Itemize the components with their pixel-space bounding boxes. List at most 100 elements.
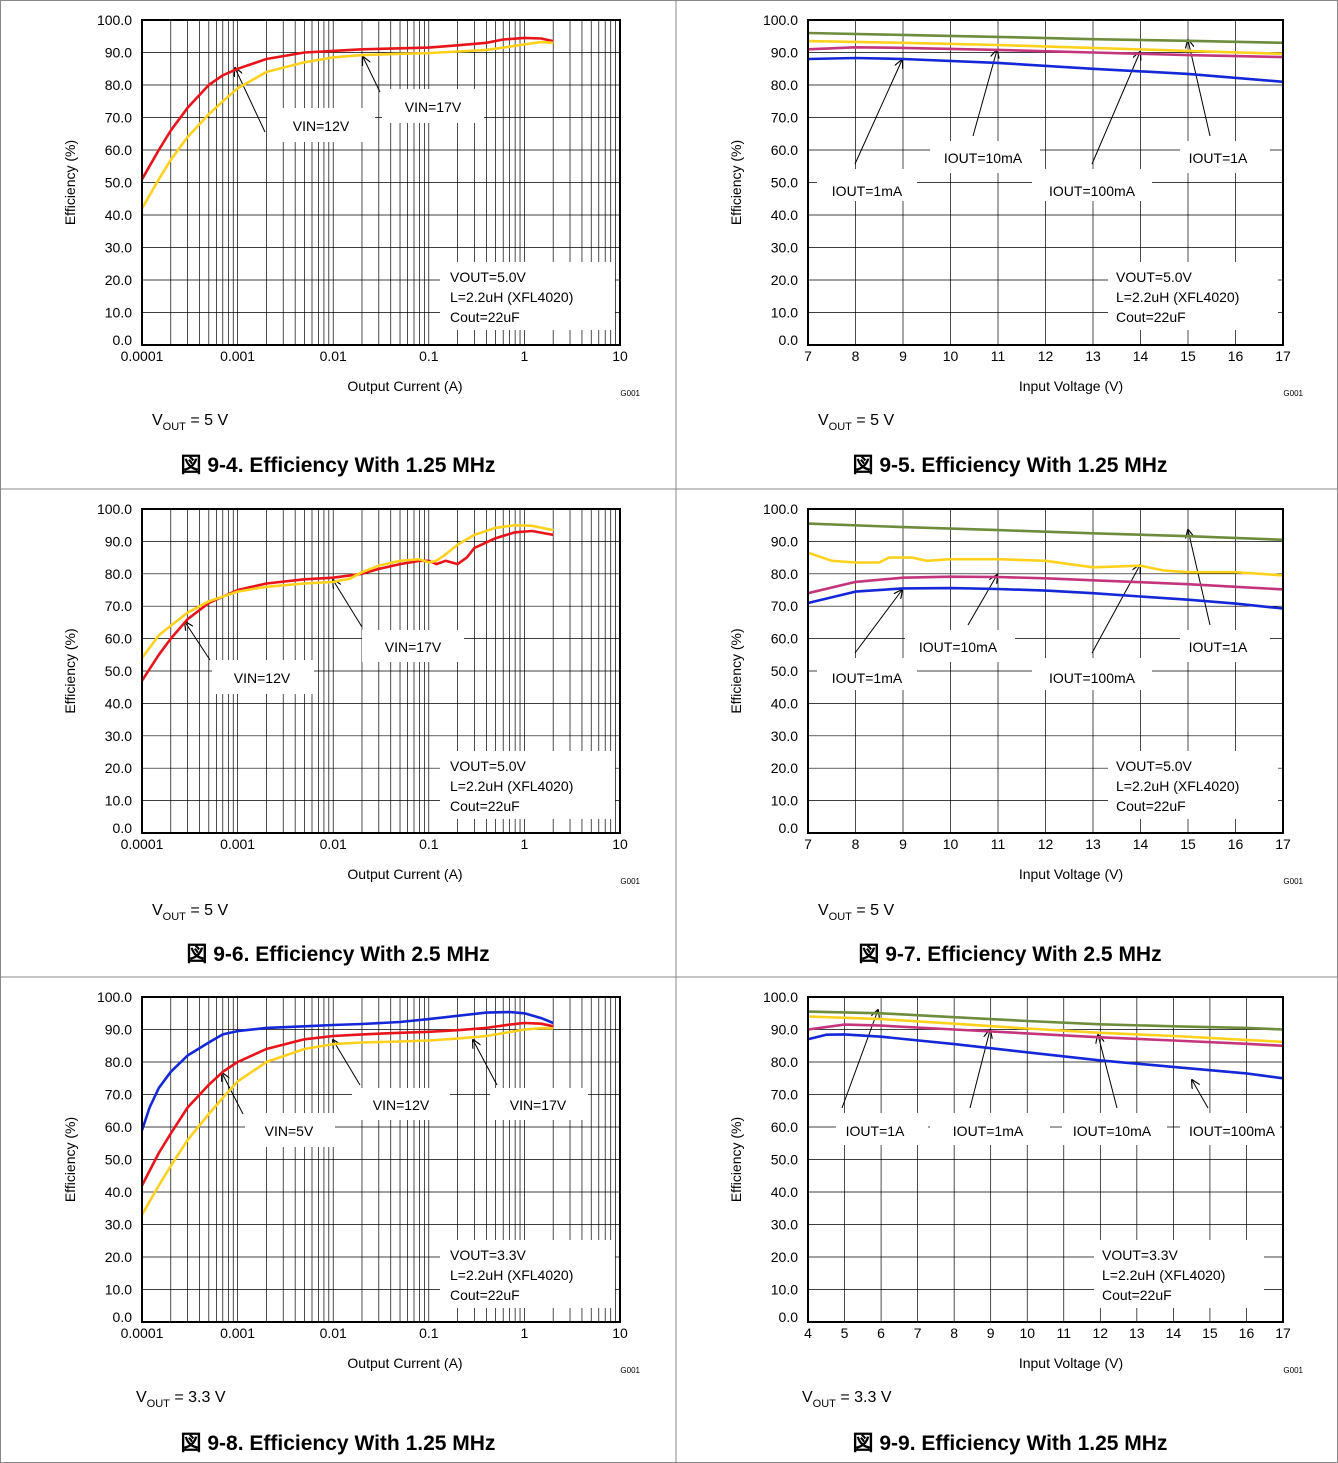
series-label: IOUT=1A: [1189, 150, 1248, 166]
condition-text: L=2.2uH (XFL4020): [450, 1267, 573, 1283]
annotation-box: [1180, 1113, 1280, 1145]
series-label: IOUT=1mA: [953, 1123, 1024, 1139]
y-tick-label: 90.0: [105, 1022, 132, 1038]
x-tick-label: 1: [521, 836, 529, 852]
caption-value: = 3.3 V: [170, 1389, 226, 1406]
annotation-box: [382, 89, 484, 123]
x-tick-label: 10: [943, 836, 959, 852]
y-axis-label: Efficiency (%): [728, 140, 744, 225]
y-tick-label: 80.0: [105, 566, 132, 582]
y-tick-label: 60.0: [771, 1119, 798, 1135]
figure-code: G001: [620, 1366, 640, 1375]
series-line-iout-10ma: [807, 1023, 1284, 1048]
series-label: VIN=12V: [234, 670, 291, 686]
y-tick-label: 40.0: [105, 1184, 132, 1200]
condition-text: VOUT=5.0V: [1116, 269, 1193, 285]
annotation-arrow: [1192, 1080, 1209, 1109]
caption-value: = 5 V: [186, 412, 229, 429]
annotation-arrow: [333, 580, 363, 628]
x-tick-label: 11: [991, 348, 1006, 364]
x-tick-label: 0.01: [320, 836, 347, 852]
condition-text: L=2.2uH (XFL4020): [450, 289, 573, 305]
condition-text: VOUT=5.0V: [1116, 758, 1193, 774]
y-tick-label: 30.0: [771, 240, 798, 256]
condition-text: VOUT=5.0V: [450, 758, 527, 774]
annotation-box: [817, 169, 917, 201]
y-tick-label: 10.0: [771, 793, 798, 809]
conditions-box: [440, 1240, 615, 1308]
x-tick-label: 0.1: [419, 836, 439, 852]
conditions-box: [1108, 751, 1278, 819]
chart-5: 0.010.020.030.040.050.060.070.080.090.01…: [62, 989, 641, 1455]
x-tick-label: 11: [991, 836, 1006, 852]
x-tick-label: 1: [521, 1325, 529, 1341]
chart-1: 0.010.020.030.040.050.060.070.080.090.01…: [62, 12, 641, 477]
annotation-box: [1180, 630, 1270, 662]
x-tick-label: 10: [612, 836, 628, 852]
x-tick-label: 9: [987, 1325, 995, 1341]
plot-frame: [141, 996, 621, 1323]
x-tick-label: 0.1: [419, 348, 439, 364]
caption-v: V: [136, 1389, 147, 1406]
annotation-arrow: [969, 1030, 990, 1109]
chart-4: 0.0 10.0 20.0 30.0 40.0 50.0 60.0 70.0 80.0 90.0 1…: [728, 501, 1304, 966]
condition-text: L=2.2uH (XFL4020): [1116, 778, 1239, 794]
condition-text: VOUT=5.0V: [450, 269, 527, 285]
y-tick-label: 60.0: [105, 631, 132, 647]
figure-code: G001: [620, 389, 640, 398]
series-line-iout-10ma: [807, 575, 1284, 595]
annotation-arrow: [333, 1040, 361, 1086]
series-line-iout-1ma: [807, 1033, 1284, 1080]
conditions-box: [440, 751, 615, 819]
y-tick-label: 40.0: [105, 695, 132, 711]
annotation-arrow: [363, 57, 381, 93]
plot-frame: [807, 996, 1284, 1323]
plot-frame: [807, 19, 1284, 346]
x-tick-label: 12: [1093, 1325, 1109, 1341]
y-tick-label: 80.0: [105, 77, 132, 93]
caption-subscript: OUT: [829, 911, 853, 923]
y-tick-label: 0.0: [779, 1309, 799, 1325]
annotation-box: [490, 1088, 588, 1120]
y-tick-label: 10.0: [105, 305, 132, 321]
series-line-vin-12v: [140, 1021, 554, 1187]
y-tick-label: 0.0: [779, 332, 799, 348]
x-tick-label: 0.0001: [121, 836, 164, 852]
y-tick-label: 100.0: [763, 501, 798, 517]
y-tick-label: 100.0: [97, 989, 132, 1005]
y-tick-label: 20.0: [105, 760, 132, 776]
y-tick-label: 70.0: [771, 1087, 798, 1103]
annotation-arrow: [185, 622, 211, 661]
series-line-iout-100ma: [807, 39, 1284, 56]
y-tick-label: 70.0: [105, 598, 132, 614]
condition-text: L=2.2uH (XFL4020): [450, 778, 573, 794]
y-tick-label: 50.0: [105, 1152, 132, 1168]
y-tick-label: 90.0: [105, 533, 132, 549]
y-tick-label: 30.0: [771, 728, 798, 744]
condition-text: Cout=22uF: [450, 1287, 520, 1303]
series-label: IOUT=10mA: [1073, 1123, 1152, 1139]
y-tick-label: 10.0: [105, 793, 132, 809]
condition-text: VOUT=3.3V: [1102, 1247, 1179, 1263]
y-axis-label: Efficiency (%): [62, 140, 78, 225]
caption-subscript: OUT: [813, 1398, 837, 1410]
caption-v: V: [818, 902, 829, 919]
annotation-box: [1032, 658, 1152, 690]
x-tick-label: 9: [899, 348, 907, 364]
series-label: VIN=17V: [385, 639, 442, 655]
annotation-arrow: [854, 590, 902, 654]
condition-text: L=2.2uH (XFL4020): [1116, 289, 1239, 305]
y-tick-label: 20.0: [105, 272, 132, 288]
x-tick-label: 8: [852, 836, 860, 852]
y-tick-label: 90.0: [771, 533, 798, 549]
annotation-arrow: [967, 575, 997, 626]
series-line-iout-1a: [807, 1010, 1284, 1031]
x-axis-label: Input Voltage (V): [1019, 1355, 1123, 1371]
series-label: IOUT=100mA: [1049, 183, 1136, 199]
y-tick-label: 20.0: [771, 1249, 798, 1265]
y-tick-label: 70.0: [105, 1087, 132, 1103]
series-label: VIN=5V: [265, 1123, 314, 1139]
figure-code: G001: [1283, 877, 1303, 886]
y-axis-label: Efficiency (%): [728, 628, 744, 713]
